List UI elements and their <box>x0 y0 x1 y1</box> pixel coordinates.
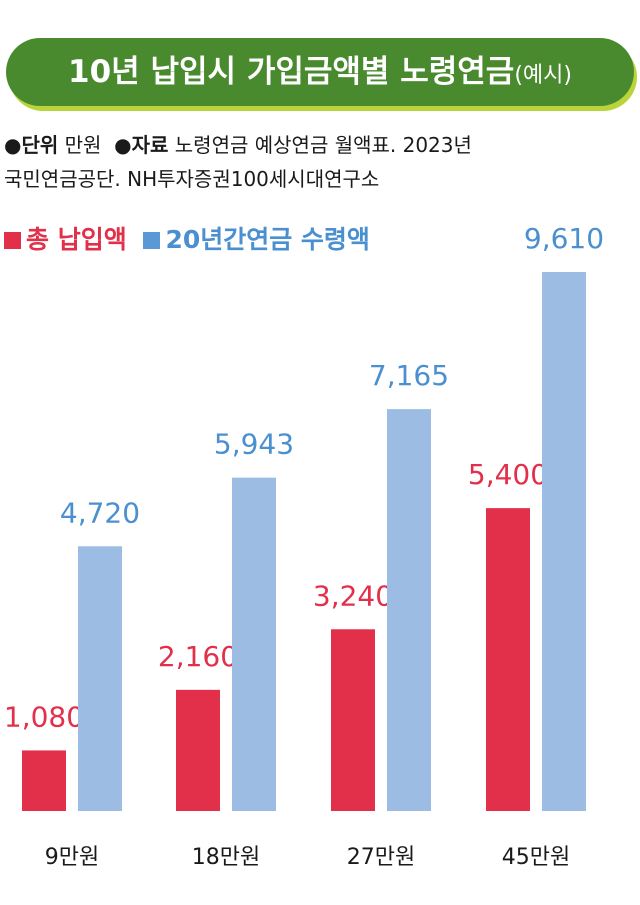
legend-item-pension: 20년간연금 수령액 <box>143 220 370 260</box>
category-label-4: 45만원 <box>502 845 570 870</box>
legend-label-paid: 총 납입액 <box>26 225 127 254</box>
legend-swatch-paid <box>4 232 21 249</box>
legend: 총 납입액 20년간연금 수령액 <box>4 220 378 260</box>
source-label: ●자료 <box>114 133 169 157</box>
source-line-2: 국민연금공단. NH투자증권100세시대연구소 <box>4 167 380 191</box>
category-label-1: 9만원 <box>45 845 99 870</box>
bar-pension-3 <box>387 409 431 811</box>
chart-title: 10년 납입시 가입금액별 노령연금(예시) <box>6 38 634 106</box>
source-line-1: 노령연금 예상연금 월액표. 2023년 <box>174 133 472 157</box>
bar-paid-4 <box>486 508 530 811</box>
data-label-pension-2: 5,943 <box>214 428 294 461</box>
bar-pension-2 <box>232 477 276 811</box>
data-label-pension-3: 7,165 <box>369 359 449 392</box>
data-label-paid-4: 5,400 <box>468 458 548 491</box>
legend-item-paid: 총 납입액 <box>4 220 127 260</box>
chart-title-main: 10년 납입시 가입금액별 노령연금 <box>68 54 515 90</box>
info-line-1: ●단위 만원 ●자료 노령연금 예상연금 월액표. 2023년 <box>4 128 636 162</box>
info-block: ●단위 만원 ●자료 노령연금 예상연금 월액표. 2023년 국민연금공단. … <box>4 128 636 196</box>
bar-pension-1 <box>78 546 122 811</box>
legend-label-pension: 20년간연금 수령액 <box>165 225 370 254</box>
category-label-3: 27만원 <box>347 845 415 870</box>
data-label-pension-4: 9,610 <box>524 222 604 255</box>
legend-swatch-pension <box>143 232 161 249</box>
data-label-paid-3: 3,240 <box>313 579 393 612</box>
category-label-2: 18만원 <box>192 845 260 870</box>
unit-value: 만원 <box>64 133 102 157</box>
data-label-paid-2: 2,160 <box>158 640 238 673</box>
title-banner: 10년 납입시 가입금액별 노령연금(예시) <box>6 38 634 106</box>
data-label-paid-1: 1,080 <box>4 700 84 733</box>
bar-paid-2 <box>176 689 220 811</box>
chart-title-suffix: (예시) <box>514 63 572 88</box>
bar-paid-3 <box>331 629 375 811</box>
data-label-pension-1: 4,720 <box>60 496 140 529</box>
bar-pension-4 <box>542 272 586 811</box>
bar-paid-1 <box>22 750 66 811</box>
unit-label: ●단위 <box>4 133 59 157</box>
